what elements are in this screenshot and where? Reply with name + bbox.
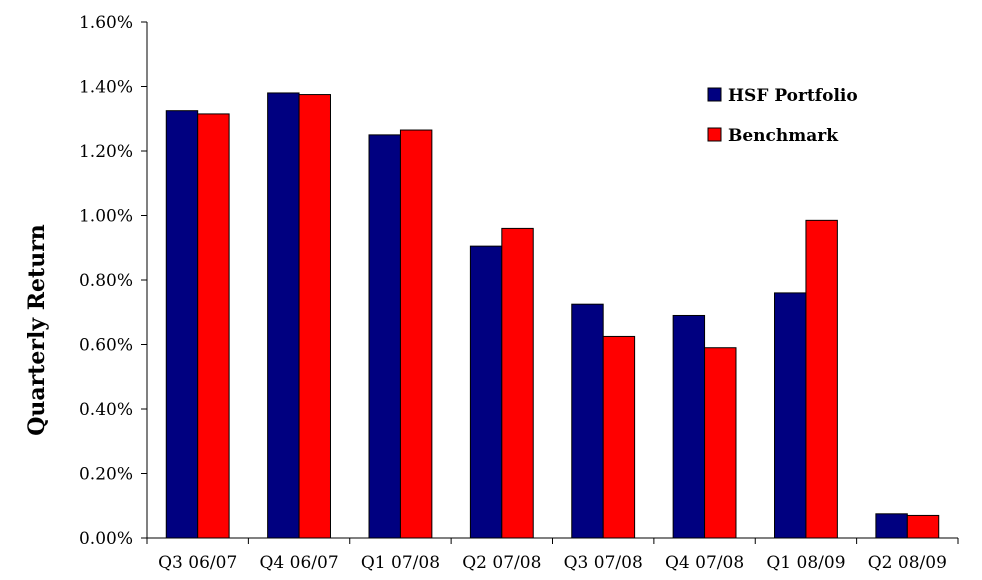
y-tick-label: 0.60% (79, 336, 133, 356)
bar-benchmark (602, 335, 636, 539)
x-tick-label: Q4 06/07 (259, 553, 338, 573)
legend-swatch (707, 87, 722, 102)
bar-hsf-portfolio (267, 92, 300, 539)
y-axis-ticks: 0.00% 0.20% 0.40% 0.60% 0.80% 1.00% 1.20% 1.40%… (79, 13, 147, 549)
legend-swatch (707, 127, 722, 142)
x-tick-label: Q1 07/08 (361, 553, 440, 573)
bar-benchmark (501, 227, 534, 539)
y-tick-label: 0.80% (79, 271, 133, 291)
x-tick-label: Q2 08/09 (868, 553, 947, 573)
x-tick-label: Q4 07/08 (665, 553, 744, 573)
y-axis-label: Quarterly Return (24, 224, 50, 436)
y-tick-label: 0.20% (79, 465, 133, 485)
x-tick-label: Q3 07/08 (564, 553, 643, 573)
bar-hsf-portfolio (774, 292, 807, 539)
y-tick-label: 1.60% (79, 13, 133, 33)
bar-hsf-portfolio (672, 314, 706, 539)
bar-hsf-portfolio (368, 134, 401, 539)
y-tick-label: 1.40% (79, 78, 133, 98)
bar-benchmark (197, 113, 230, 539)
bar-benchmark (298, 94, 331, 539)
y-tick-label: 1.00% (79, 207, 133, 227)
legend-label: Benchmark (728, 126, 839, 146)
bar-benchmark (704, 347, 737, 539)
bar-benchmark (906, 514, 940, 539)
x-tick-label: Q3 06/07 (158, 553, 237, 573)
y-tick-label: 0.00% (79, 529, 133, 549)
legend: HSF Portfolio Benchmark (707, 86, 858, 146)
legend-label: HSF Portfolio (728, 86, 858, 106)
x-axis-ticks: Q3 06/07 Q4 06/07 Q1 07/08 Q2 07/08 Q3 07/08… (146, 538, 959, 573)
x-tick-label: Q2 07/08 (462, 553, 541, 573)
y-tick-label: 1.20% (79, 142, 133, 162)
bar-hsf-portfolio (469, 245, 503, 539)
bar-hsf-portfolio (165, 110, 199, 539)
x-tick-label: Q1 08/09 (766, 553, 845, 573)
bar-benchmark (805, 219, 838, 539)
bar-hsf-portfolio (875, 513, 908, 539)
y-tick-label: 0.40% (79, 400, 133, 420)
bar-benchmark (399, 129, 433, 539)
bar-hsf-portfolio (571, 303, 604, 539)
bars (165, 92, 940, 539)
